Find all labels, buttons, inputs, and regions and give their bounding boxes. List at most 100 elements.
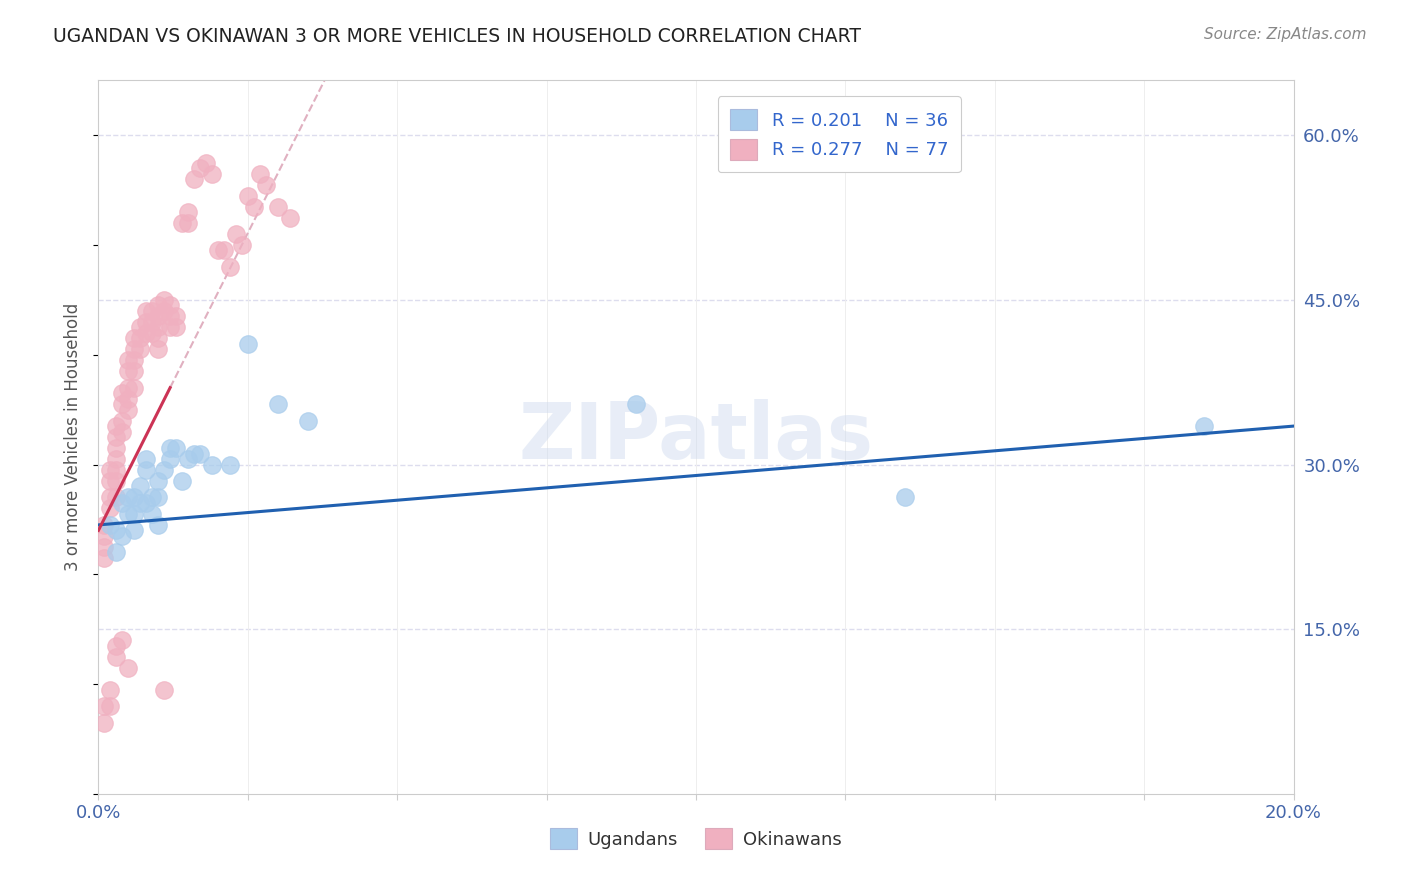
Text: Source: ZipAtlas.com: Source: ZipAtlas.com xyxy=(1204,27,1367,42)
Point xyxy=(188,161,211,175)
Point xyxy=(177,452,200,467)
Point xyxy=(98,491,122,505)
Point xyxy=(297,414,319,428)
Point xyxy=(225,227,247,241)
Point xyxy=(148,343,170,357)
Point xyxy=(135,326,157,340)
Point xyxy=(212,244,235,258)
Point xyxy=(105,649,128,664)
Point xyxy=(111,386,134,401)
Point xyxy=(111,529,134,543)
Text: UGANDAN VS OKINAWAN 3 OR MORE VEHICLES IN HOUSEHOLD CORRELATION CHART: UGANDAN VS OKINAWAN 3 OR MORE VEHICLES I… xyxy=(53,27,862,45)
Point xyxy=(195,155,218,169)
Point xyxy=(141,507,163,521)
Point xyxy=(117,364,139,378)
Point xyxy=(165,320,187,334)
Point xyxy=(98,463,122,477)
Point xyxy=(129,496,152,510)
Point xyxy=(117,381,139,395)
Point xyxy=(148,517,170,532)
Point xyxy=(105,463,128,477)
Point xyxy=(1192,419,1215,434)
Point xyxy=(117,507,139,521)
Point xyxy=(219,260,242,274)
Point xyxy=(129,479,152,493)
Point xyxy=(172,216,194,230)
Point xyxy=(135,452,157,467)
Point xyxy=(117,660,139,674)
Point xyxy=(249,167,271,181)
Point xyxy=(117,491,139,505)
Point xyxy=(93,540,115,554)
Point xyxy=(105,545,128,559)
Point xyxy=(124,381,146,395)
Text: ZIPatlas: ZIPatlas xyxy=(519,399,873,475)
Point xyxy=(141,326,163,340)
Point xyxy=(98,517,122,532)
Point xyxy=(148,298,170,312)
Point xyxy=(93,550,115,565)
Point xyxy=(141,315,163,329)
Point xyxy=(183,446,205,460)
Point xyxy=(105,524,128,538)
Point xyxy=(93,715,115,730)
Point xyxy=(117,392,139,406)
Point xyxy=(254,178,277,192)
Point xyxy=(111,397,134,411)
Point xyxy=(98,699,122,714)
Point xyxy=(159,452,181,467)
Point xyxy=(148,474,170,488)
Point xyxy=(153,293,176,307)
Point xyxy=(135,463,157,477)
Point xyxy=(626,397,648,411)
Point xyxy=(153,303,176,318)
Point xyxy=(141,303,163,318)
Point xyxy=(267,200,290,214)
Point xyxy=(159,310,181,324)
Point xyxy=(207,244,229,258)
Point xyxy=(894,491,917,505)
Point xyxy=(93,529,115,543)
Point xyxy=(153,682,176,697)
Point xyxy=(105,419,128,434)
Point xyxy=(124,507,146,521)
Point xyxy=(159,441,181,455)
Point xyxy=(165,310,187,324)
Point xyxy=(141,491,163,505)
Point xyxy=(105,639,128,653)
Point xyxy=(183,172,205,186)
Point xyxy=(105,474,128,488)
Point xyxy=(124,491,146,505)
Point xyxy=(93,699,115,714)
Point xyxy=(135,303,157,318)
Point xyxy=(117,402,139,417)
Point xyxy=(177,205,200,219)
Point xyxy=(236,336,259,351)
Point xyxy=(219,458,242,472)
Point xyxy=(98,682,122,697)
Point xyxy=(153,463,176,477)
Point xyxy=(231,238,253,252)
Point xyxy=(124,343,146,357)
Point xyxy=(177,216,200,230)
Point xyxy=(105,491,128,505)
Point xyxy=(111,496,134,510)
Point xyxy=(135,496,157,510)
Point xyxy=(148,491,170,505)
Point xyxy=(188,446,211,460)
Point xyxy=(148,310,170,324)
Point xyxy=(148,331,170,345)
Point xyxy=(124,524,146,538)
Point xyxy=(93,517,115,532)
Point xyxy=(105,430,128,444)
Point xyxy=(159,320,181,334)
Point xyxy=(278,211,301,225)
Point xyxy=(111,414,134,428)
Point xyxy=(129,320,152,334)
Point xyxy=(129,331,152,345)
Point xyxy=(236,188,259,202)
Point xyxy=(105,441,128,455)
Point xyxy=(201,458,224,472)
Point xyxy=(135,315,157,329)
Point xyxy=(117,353,139,368)
